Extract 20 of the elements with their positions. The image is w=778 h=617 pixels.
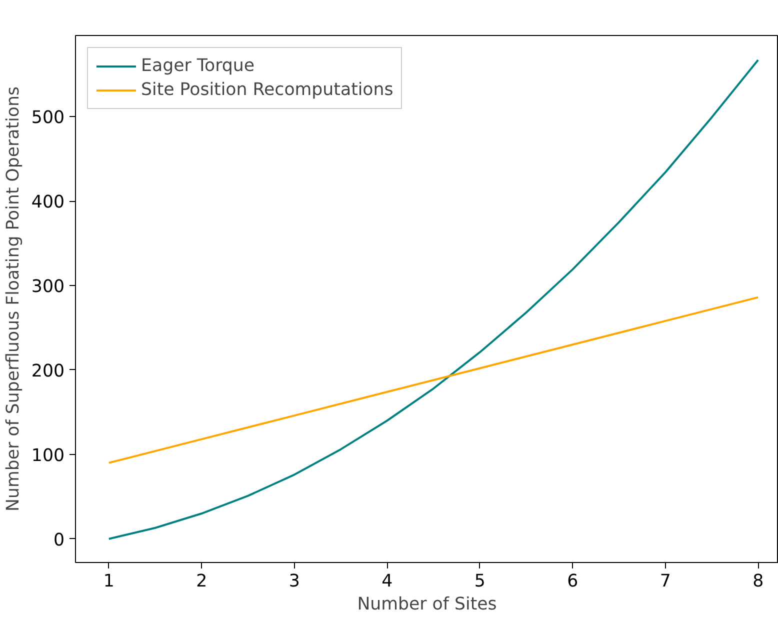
y-axis-title: Number of Superfluous Floating Point Operations	[3, 86, 24, 512]
y-tick-label: 100	[31, 446, 65, 466]
x-tick-label: 8	[752, 572, 764, 592]
x-tick-label: 1	[103, 572, 114, 592]
legend-label: Site Position Recomputations	[141, 80, 394, 100]
legend-label: Eager Torque	[141, 56, 255, 76]
x-axis-title: Number of Sites	[357, 594, 497, 614]
x-tick-label: 2	[196, 572, 208, 592]
x-tick-label: 3	[288, 572, 300, 592]
line-series	[108, 296, 760, 464]
y-tick-label: 400	[31, 192, 65, 213]
x-tick-label: 5	[474, 572, 486, 592]
line-series	[108, 58, 760, 540]
y-tick-label: 0	[53, 530, 65, 550]
x-tick-label: 7	[660, 572, 671, 592]
x-tick-label: 6	[567, 572, 578, 592]
y-tick-label: 200	[31, 361, 65, 382]
x-tick-label: 4	[382, 572, 393, 592]
y-tick-label: 300	[31, 276, 65, 297]
y-tick-label: 500	[31, 108, 65, 128]
